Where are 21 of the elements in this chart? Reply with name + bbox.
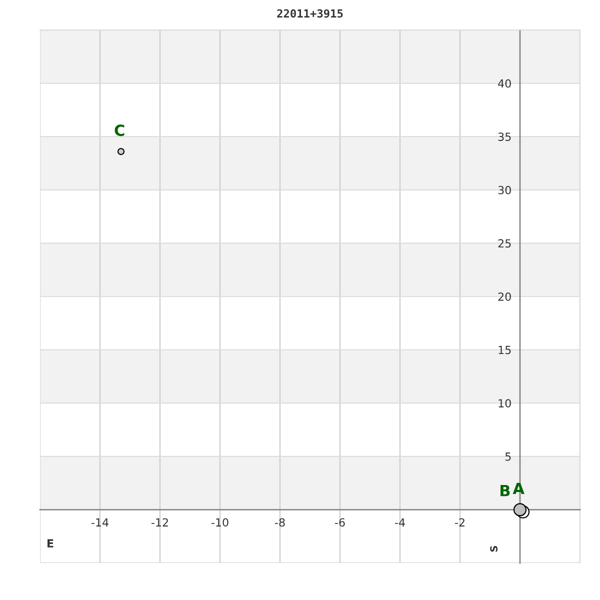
y-tick-label: 20 xyxy=(498,292,511,301)
annotation: S xyxy=(490,546,498,552)
y-tick-label: 30 xyxy=(498,186,511,194)
annotation: E xyxy=(48,539,54,548)
y-tick-label: 10 xyxy=(498,399,511,408)
x-tick-label: -2 xyxy=(455,518,464,526)
y-tick-label: 5 xyxy=(505,452,511,461)
x-tick-label: -12 xyxy=(151,518,168,526)
series-label: C xyxy=(114,124,124,136)
series-label: B xyxy=(500,485,510,496)
y-tick-label: 40 xyxy=(498,79,511,88)
series-label: A xyxy=(512,482,524,494)
y-tick-label: 15 xyxy=(498,346,511,354)
y-tick-label: 35 xyxy=(498,132,511,141)
x-tick-label: -14 xyxy=(91,518,108,526)
x-tick-label: -4 xyxy=(395,518,405,526)
chart-title: 22011+3915 xyxy=(277,9,343,18)
x-tick-label: -8 xyxy=(275,518,285,527)
x-tick-label: -10 xyxy=(211,518,228,527)
y-tick-label: 25 xyxy=(498,239,511,248)
x-tick-label: -6 xyxy=(335,518,345,527)
